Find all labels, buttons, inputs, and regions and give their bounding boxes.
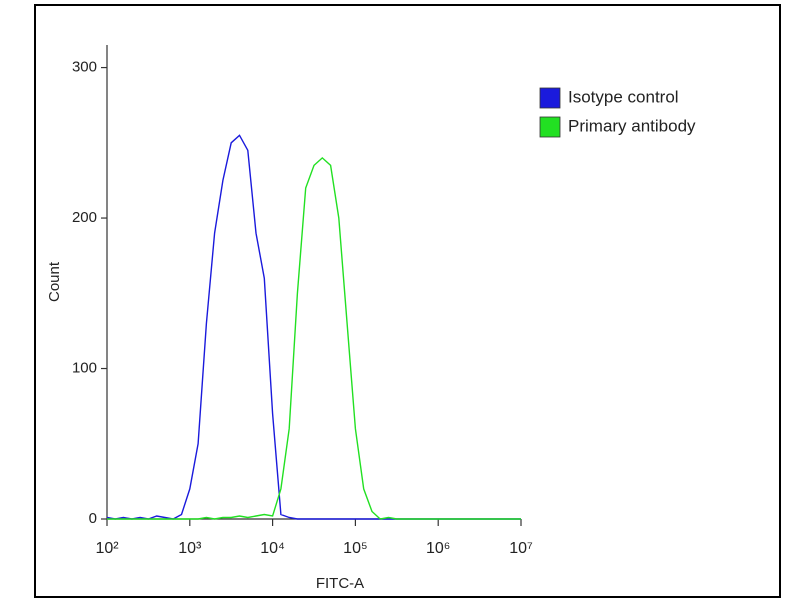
- y-tick-label: 0: [89, 510, 97, 527]
- legend-label: Primary antibody: [568, 116, 696, 135]
- series-line: [107, 156, 521, 520]
- x-axis-label: FITC-A: [316, 575, 364, 592]
- x-tick-label: 10⁵: [343, 540, 367, 557]
- x-tick-label: 10⁶: [426, 540, 450, 557]
- legend-swatch: [539, 87, 561, 109]
- frame: [34, 4, 781, 598]
- y-tick-label: 300: [72, 59, 97, 76]
- y-tick-label: 200: [72, 209, 97, 226]
- x-tick-label: 10⁴: [260, 540, 285, 557]
- y-axis-label: Count: [46, 261, 63, 302]
- x-tick-label: 10³: [178, 540, 202, 557]
- legend-swatch: [539, 116, 561, 138]
- x-tick-label: 10⁷: [509, 540, 533, 557]
- legend-label: Isotype control: [568, 87, 679, 106]
- series-line: [106, 134, 521, 520]
- x-tick-label: 10²: [95, 540, 119, 557]
- y-tick-label: 100: [72, 359, 97, 376]
